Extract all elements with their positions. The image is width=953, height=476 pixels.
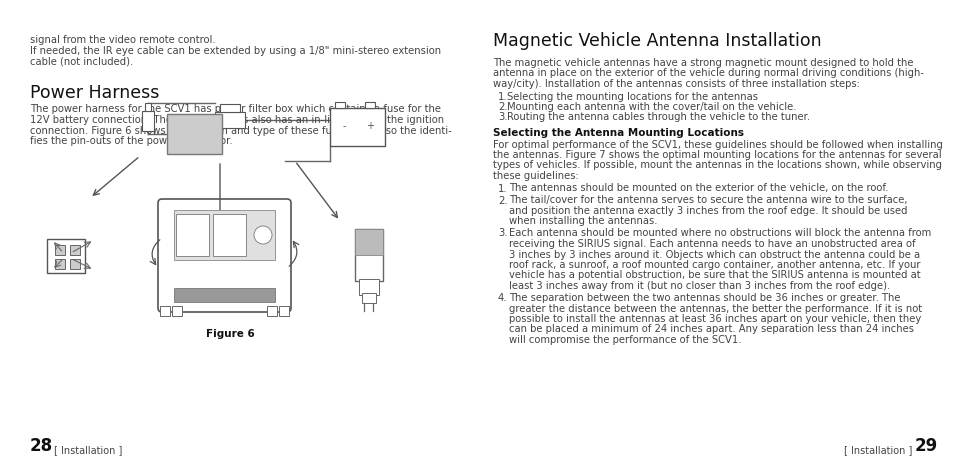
Text: Figure 6: Figure 6	[206, 328, 254, 338]
Text: 28: 28	[30, 436, 53, 454]
Text: Selecting the Antenna Mounting Locations: Selecting the Antenna Mounting Locations	[493, 128, 743, 138]
Text: connection. Figure 6 shows the location and type of these fuses, and also the id: connection. Figure 6 shows the location …	[30, 125, 452, 135]
Text: possible to install the antennas at least 36 inches apart on your vehicle, then : possible to install the antennas at leas…	[509, 313, 921, 323]
Bar	[330, 109, 385, 147]
Text: these guidelines:: these guidelines:	[493, 170, 578, 180]
Text: If needed, the IR eye cable can be extended by using a 1/8" mini-stereo extensio: If needed, the IR eye cable can be exten…	[30, 45, 440, 55]
Bar	[47, 239, 85, 273]
Text: 2.: 2.	[497, 195, 507, 205]
Text: 3.: 3.	[497, 228, 507, 238]
Text: Routing the antenna cables through the vehicle to the tuner.: Routing the antenna cables through the v…	[506, 112, 809, 122]
Bar	[278, 307, 289, 317]
Text: types of vehicles. If possible, mount the antennas in the locations shown, while: types of vehicles. If possible, mount th…	[493, 160, 941, 170]
Text: The magnetic vehicle antennas have a strong magnetic mount designed to hold the: The magnetic vehicle antennas have a str…	[493, 58, 913, 68]
Text: The separation between the two antennas should be 36 inches or greater. The: The separation between the two antennas …	[509, 292, 900, 302]
Text: and position the antenna exactly 3 inches from the roof edge. It should be used: and position the antenna exactly 3 inche…	[509, 206, 906, 216]
Text: roof rack, a sunroof, a roof mounted cargo container, another antenna, etc. If y: roof rack, a sunroof, a roof mounted car…	[509, 259, 920, 269]
Text: least 3 inches away from it (but no closer than 3 inches from the roof edge).: least 3 inches away from it (but no clos…	[509, 280, 889, 290]
Circle shape	[253, 227, 272, 245]
Bar	[172, 307, 182, 317]
Text: cable (not included).: cable (not included).	[30, 56, 133, 66]
Text: The tail/cover for the antenna serves to secure the antenna wire to the surface,: The tail/cover for the antenna serves to…	[509, 195, 906, 205]
Text: 1.: 1.	[497, 91, 507, 101]
Bar	[55, 259, 65, 269]
Bar	[160, 307, 170, 317]
Bar	[355, 229, 382, 256]
Text: Magnetic Vehicle Antenna Installation: Magnetic Vehicle Antenna Installation	[493, 32, 821, 50]
Text: 4.: 4.	[497, 292, 507, 302]
Text: -: -	[342, 121, 345, 131]
Bar	[213, 215, 246, 257]
Bar	[355, 229, 382, 281]
Text: 1.: 1.	[497, 183, 507, 193]
Bar	[167, 115, 222, 155]
Text: The power harness for the SCV1 has power filter box which contains a fuse for th: The power harness for the SCV1 has power…	[30, 104, 440, 114]
Bar	[335, 103, 345, 109]
Bar	[142, 112, 153, 132]
Bar	[267, 307, 276, 317]
Text: can be placed a minimum of 24 inches apart. Any separation less than 24 inches: can be placed a minimum of 24 inches apa…	[509, 324, 913, 334]
Text: receiving the SIRIUS signal. Each antenna needs to have an unobstructed area of: receiving the SIRIUS signal. Each antenn…	[509, 238, 915, 248]
Bar	[220, 105, 240, 113]
Text: +: +	[366, 121, 374, 131]
Text: greater the distance between the antennas, the better the performance. If it is : greater the distance between the antenna…	[509, 303, 922, 313]
Bar	[358, 279, 378, 296]
Text: Mounting each antenna with the cover/tail on the vehicle.: Mounting each antenna with the cover/tai…	[506, 102, 796, 112]
Bar	[175, 215, 209, 257]
Text: 3 inches by 3 inches around it. Objects which can obstruct the antenna could be : 3 inches by 3 inches around it. Objects …	[509, 249, 919, 259]
Text: antenna in place on the exterior of the vehicle during normal driving conditions: antenna in place on the exterior of the …	[493, 69, 923, 79]
Text: 3.: 3.	[497, 112, 507, 122]
Bar	[173, 288, 274, 302]
Text: 12V battery connection. The power harness also has an in-line fuse for the ignit: 12V battery connection. The power harnes…	[30, 115, 444, 125]
Bar	[173, 210, 274, 260]
Text: Selecting the mounting locations for the antennas: Selecting the mounting locations for the…	[506, 91, 758, 101]
Text: the antennas. Figure 7 shows the optimal mounting locations for the antennas for: the antennas. Figure 7 shows the optimal…	[493, 149, 941, 159]
Text: fies the pin-outs of the power connector.: fies the pin-outs of the power connector…	[30, 136, 233, 146]
Text: Each antenna should be mounted where no obstructions will block the antenna from: Each antenna should be mounted where no …	[509, 228, 930, 238]
Bar	[70, 259, 80, 269]
Text: way/city). Installation of the antennas consists of three installation steps:: way/city). Installation of the antennas …	[493, 79, 859, 89]
Text: [ Installation ]: [ Installation ]	[842, 444, 911, 454]
Bar	[365, 103, 375, 109]
Text: will compromise the performance of the SCV1.: will compromise the performance of the S…	[509, 334, 740, 344]
Text: [ Installation ]: [ Installation ]	[54, 444, 122, 454]
Bar	[55, 246, 65, 256]
Text: The antennas should be mounted on the exterior of the vehicle, on the roof.: The antennas should be mounted on the ex…	[509, 183, 887, 193]
Bar	[214, 113, 245, 129]
Text: Power Harness: Power Harness	[30, 84, 159, 102]
Bar	[70, 246, 80, 256]
FancyBboxPatch shape	[158, 199, 291, 312]
Text: when installing the antennas.: when installing the antennas.	[509, 216, 657, 226]
Bar	[361, 293, 375, 303]
Bar	[145, 104, 151, 112]
Text: 2.: 2.	[497, 102, 507, 112]
Text: 29: 29	[914, 436, 937, 454]
Text: For optimal performance of the SCV1, these guidelines should be followed when in: For optimal performance of the SCV1, the…	[493, 139, 942, 149]
Text: signal from the video remote control.: signal from the video remote control.	[30, 35, 215, 45]
Text: vehicle has a potential obstruction, be sure that the SIRIUS antenna is mounted : vehicle has a potential obstruction, be …	[509, 270, 920, 280]
